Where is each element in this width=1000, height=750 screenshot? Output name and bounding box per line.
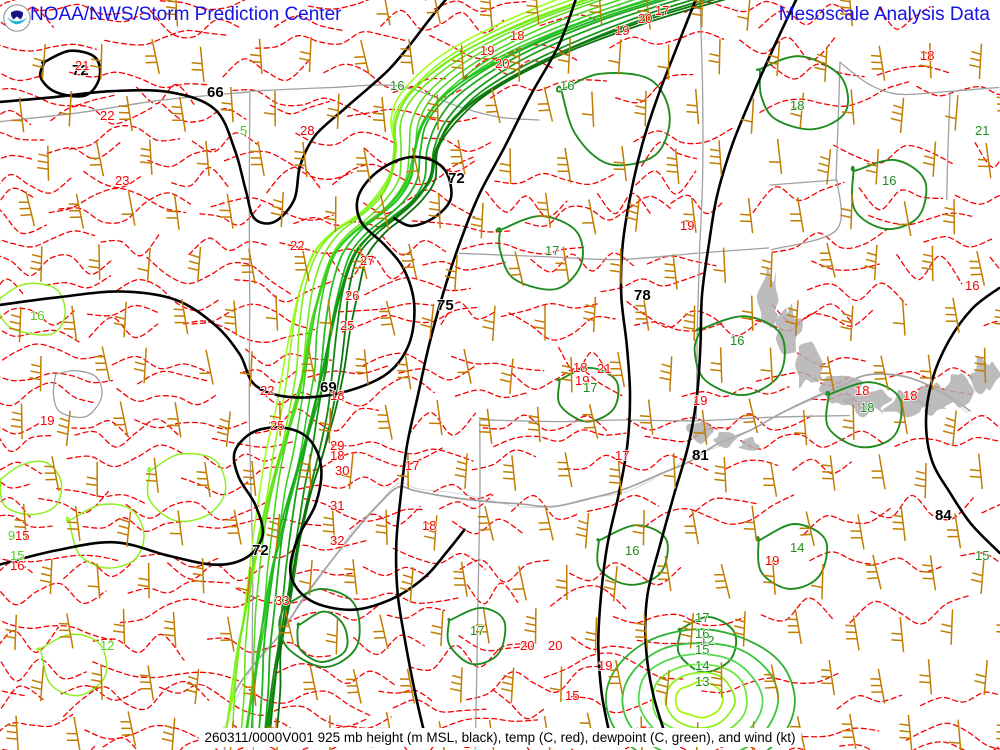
svg-text:22: 22 <box>260 383 274 398</box>
svg-text:18: 18 <box>330 448 344 463</box>
svg-text:12: 12 <box>100 638 114 653</box>
svg-text:17: 17 <box>405 458 419 473</box>
svg-text:20: 20 <box>495 56 509 71</box>
svg-text:18: 18 <box>330 388 344 403</box>
svg-text:66: 66 <box>207 84 224 101</box>
svg-text:16: 16 <box>30 308 44 323</box>
svg-text:20: 20 <box>638 11 652 26</box>
svg-text:20: 20 <box>520 638 534 653</box>
svg-text:16: 16 <box>560 78 574 93</box>
svg-text:9: 9 <box>8 528 15 543</box>
svg-text:14: 14 <box>695 658 709 673</box>
svg-text:18: 18 <box>903 388 917 403</box>
svg-text:75: 75 <box>437 297 454 314</box>
svg-text:16: 16 <box>882 173 896 188</box>
svg-text:19: 19 <box>693 393 707 408</box>
svg-text:31: 31 <box>330 498 344 513</box>
svg-text:72: 72 <box>252 542 269 559</box>
svg-text:84: 84 <box>935 507 952 524</box>
svg-text:19: 19 <box>40 413 54 428</box>
svg-text:81: 81 <box>692 447 709 464</box>
svg-text:18: 18 <box>422 518 436 533</box>
svg-text:15: 15 <box>695 642 709 657</box>
svg-text:25: 25 <box>270 418 284 433</box>
svg-text:16: 16 <box>730 333 744 348</box>
svg-text:15: 15 <box>565 688 579 703</box>
svg-text:15: 15 <box>975 548 989 563</box>
svg-text:22: 22 <box>290 238 304 253</box>
svg-text:21: 21 <box>597 361 611 376</box>
svg-text:32: 32 <box>330 533 344 548</box>
svg-text:16: 16 <box>625 543 639 558</box>
svg-text:18: 18 <box>790 98 804 113</box>
svg-text:15: 15 <box>10 548 24 563</box>
svg-text:17: 17 <box>470 623 484 638</box>
svg-text:19: 19 <box>765 553 779 568</box>
svg-text:20: 20 <box>548 638 562 653</box>
svg-text:18: 18 <box>573 360 587 375</box>
svg-text:78: 78 <box>634 287 651 304</box>
svg-text:19: 19 <box>598 658 612 673</box>
svg-text:19: 19 <box>615 23 629 38</box>
svg-text:15: 15 <box>15 528 29 543</box>
svg-text:28: 28 <box>300 123 314 138</box>
svg-text:18: 18 <box>860 400 874 415</box>
svg-text:14: 14 <box>790 540 804 555</box>
svg-text:22: 22 <box>100 108 114 123</box>
svg-text:21: 21 <box>75 58 89 73</box>
svg-text:19: 19 <box>680 218 694 233</box>
svg-text:5: 5 <box>240 123 247 138</box>
svg-text:26: 26 <box>345 288 359 303</box>
svg-text:18: 18 <box>920 48 934 63</box>
svg-text:33: 33 <box>275 593 289 608</box>
svg-text:13: 13 <box>695 674 709 689</box>
svg-text:25: 25 <box>340 318 354 333</box>
svg-text:23: 23 <box>115 173 129 188</box>
svg-text:17: 17 <box>545 243 559 258</box>
svg-text:30: 30 <box>335 463 349 478</box>
svg-text:72: 72 <box>448 170 465 187</box>
svg-text:17: 17 <box>655 3 669 18</box>
svg-text:27: 27 <box>360 253 374 268</box>
svg-text:16: 16 <box>390 78 404 93</box>
svg-text:18: 18 <box>510 28 524 43</box>
svg-text:19: 19 <box>480 43 494 58</box>
svg-text:16: 16 <box>965 278 979 293</box>
svg-text:17: 17 <box>695 610 709 625</box>
svg-text:21: 21 <box>975 123 989 138</box>
svg-text:17: 17 <box>615 448 629 463</box>
svg-text:17: 17 <box>583 380 597 395</box>
svg-text:18: 18 <box>855 383 869 398</box>
svg-text:16: 16 <box>695 626 709 641</box>
